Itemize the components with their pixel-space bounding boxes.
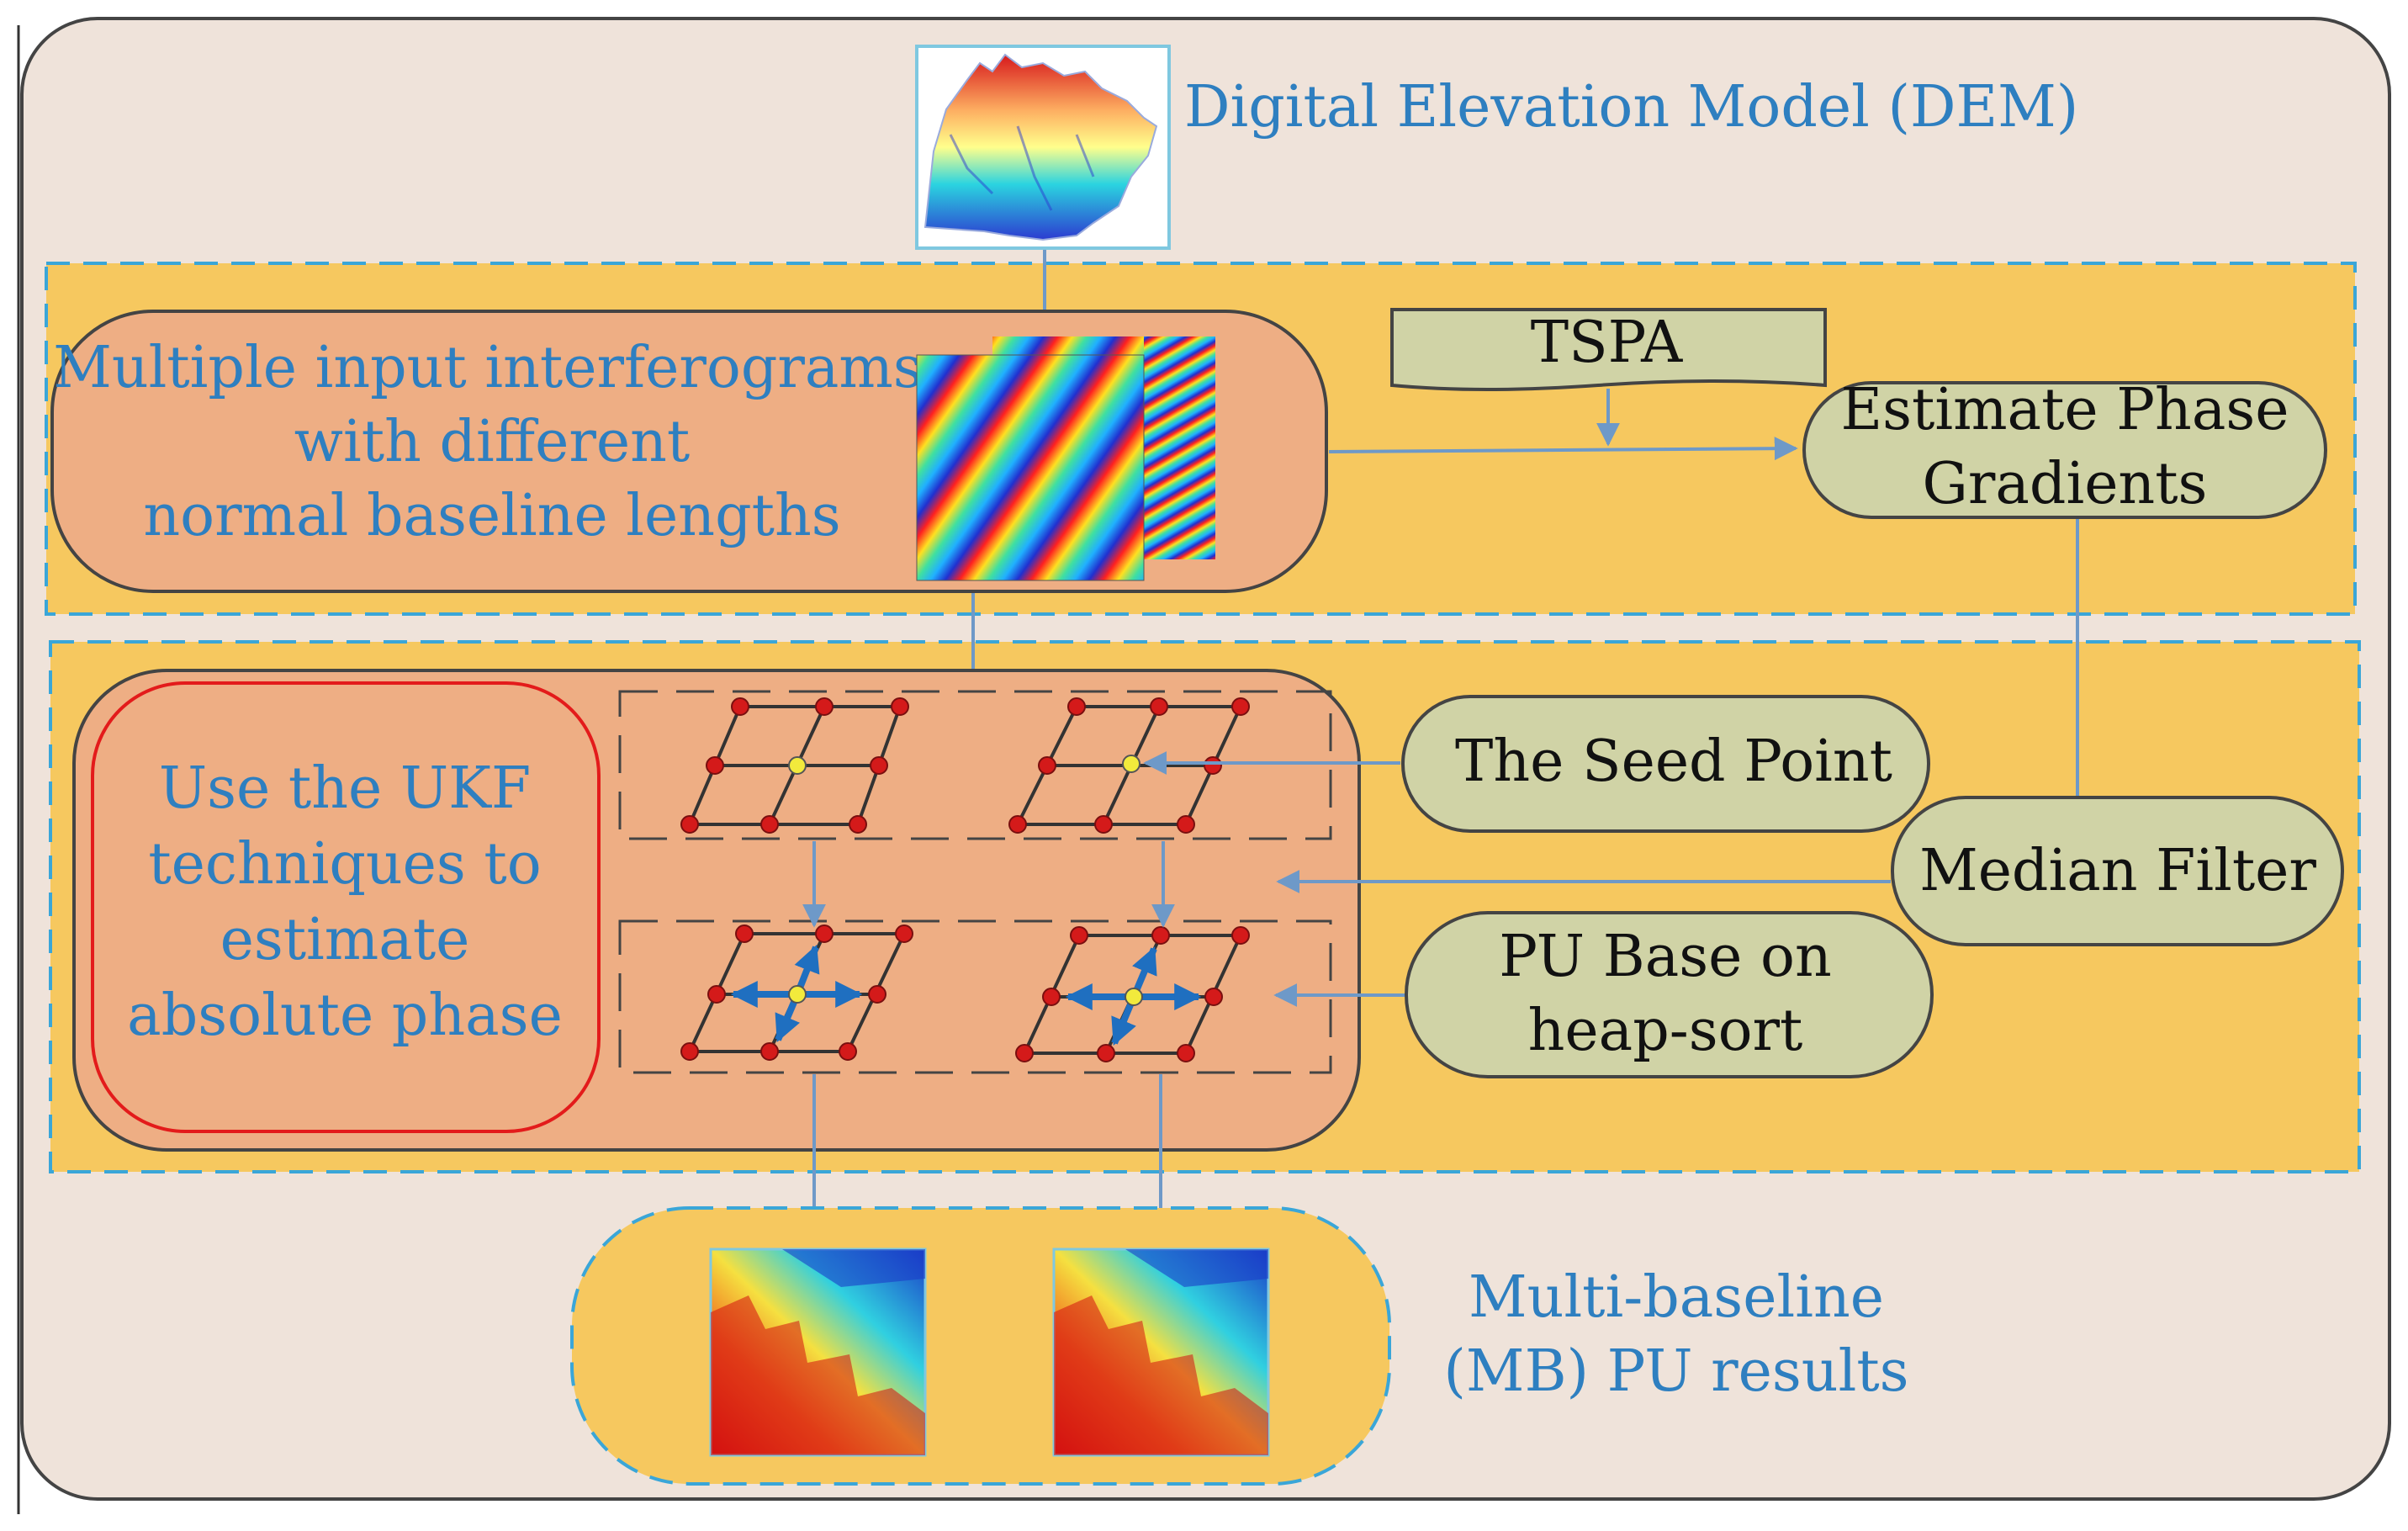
pu-heap-line2: heap-sort: [1528, 998, 1803, 1064]
seed-node-top-left: [788, 756, 807, 775]
estimate-phase-gradients-node: [1802, 381, 2327, 519]
dem-label: Digital Elevation Model (DEM): [1184, 74, 2078, 140]
ukf-method-box: [91, 681, 601, 1133]
ukf-line1: Use the UKF: [159, 755, 531, 822]
interferogram-label-line3: normal baseline lengths: [143, 483, 840, 549]
phase-gradients-line2: Gradients: [1923, 451, 2208, 517]
ukf-line2: techniques to: [148, 831, 541, 898]
interferogram-images: [916, 336, 1215, 581]
seed-node-bottom-right: [1125, 988, 1143, 1006]
ukf-line3: estimate: [220, 907, 470, 973]
seed-point-label: The Seed Point: [1455, 728, 1892, 795]
grid-bottom-left-nodes: [680, 924, 913, 1061]
results-label-line1: Multi-baseline: [1469, 1264, 1884, 1331]
ukf-line4: absolute phase: [127, 983, 563, 1049]
grid-area-top: [618, 690, 1332, 840]
result-image-2: [1052, 1248, 1270, 1457]
median-filter-node: [1891, 796, 2344, 946]
grid-area-bottom: [618, 919, 1332, 1074]
dem-image: [915, 45, 1171, 250]
result-image-1: [709, 1248, 927, 1457]
interferogram-label-line1: Multiple input interferograms: [53, 335, 923, 401]
grid-top-right-nodes: [1008, 697, 1250, 834]
seed-node-bottom-left: [788, 985, 807, 1004]
seed-point-node: [1401, 695, 1930, 833]
interferogram-label-line2: with different: [294, 409, 690, 475]
tspa-label: TSPA: [1531, 310, 1683, 376]
pu-heap-line1: PU Base on: [1499, 924, 1831, 990]
tspa-node: [1390, 308, 1827, 391]
grid-bottom-right-nodes: [1015, 926, 1250, 1062]
phase-gradients-line1: Estimate Phase: [1840, 377, 2289, 443]
median-filter-label: Median Filter: [1919, 838, 2316, 904]
pu-heap-sort-node: [1405, 911, 1934, 1078]
grid-top-left-nodes: [680, 697, 909, 834]
seed-node-top-right: [1122, 755, 1140, 773]
results-label-line2: (MB) PU results: [1443, 1338, 1908, 1405]
